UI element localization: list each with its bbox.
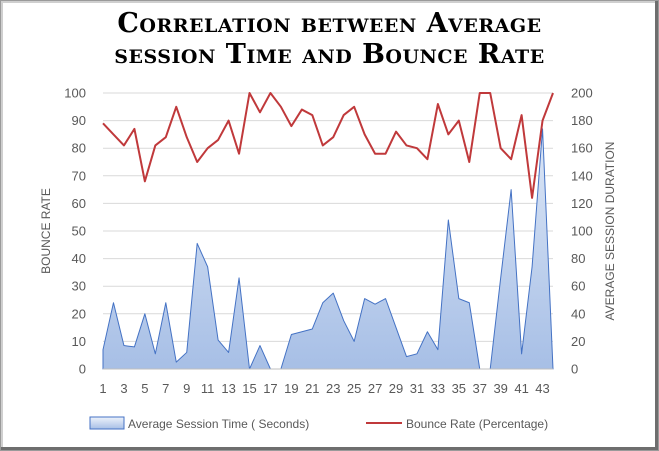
y-tick-label: 100 bbox=[64, 86, 86, 101]
y-axis-title: BOUNCE RATE bbox=[39, 188, 53, 274]
series-line-bounce-rate bbox=[102, 92, 554, 199]
axes: 0 10 20 30 40 50 60 70 80 90 100 0 20 40 60 80 100 120 140… bbox=[64, 86, 592, 397]
y-tick-label: 30 bbox=[72, 279, 86, 294]
x-tick-label: 39 bbox=[493, 381, 507, 396]
legend-swatch-area bbox=[89, 416, 125, 430]
gridlines bbox=[103, 92, 553, 342]
x-tick-label: 5 bbox=[141, 381, 148, 396]
x-tick-label: 25 bbox=[347, 381, 361, 396]
x-tick-label: 41 bbox=[514, 381, 528, 396]
y2-tick-label: 0 bbox=[571, 362, 578, 377]
y-tick-label: 70 bbox=[72, 168, 86, 183]
y2-tick-label: 60 bbox=[571, 279, 585, 294]
x-tick-label: 11 bbox=[201, 381, 215, 396]
y2-tick-label: 40 bbox=[571, 306, 585, 321]
y2-tick-label: 120 bbox=[571, 196, 593, 211]
y-tick-label: 40 bbox=[72, 251, 86, 266]
y-tick-label: 0 bbox=[79, 362, 86, 377]
legend-label-line: Bounce Rate (Percentage) bbox=[406, 417, 548, 431]
x-tick-label: 15 bbox=[242, 381, 256, 396]
x-tick-label: 35 bbox=[452, 381, 466, 396]
x-tick-label: 21 bbox=[305, 381, 319, 396]
y2-tick-label: 180 bbox=[571, 113, 593, 128]
x-tick-label: 9 bbox=[183, 381, 190, 396]
x-tick-label: 29 bbox=[389, 381, 403, 396]
x-tick-label: 31 bbox=[410, 381, 424, 396]
legend: Average Session Time ( Seconds) Bounce R… bbox=[89, 416, 548, 431]
x-tick-label: 19 bbox=[284, 381, 298, 396]
y2-tick-label: 80 bbox=[571, 251, 585, 266]
y2-tick-label: 20 bbox=[571, 334, 585, 349]
x-tick-label: 23 bbox=[326, 381, 340, 396]
x-tick-label: 17 bbox=[263, 381, 277, 396]
y-tick-label: 90 bbox=[72, 113, 86, 128]
x-tick-label: 43 bbox=[535, 381, 549, 396]
y2-tick-label: 140 bbox=[571, 168, 593, 183]
y-tick-label: 10 bbox=[72, 334, 86, 349]
series-area-session-time bbox=[102, 128, 554, 370]
y-tick-label: 20 bbox=[72, 306, 86, 321]
chart-title-line-2: session Time and Bounce Rate bbox=[114, 39, 545, 70]
y-tick-label: 50 bbox=[72, 224, 86, 239]
x-tick-label: 33 bbox=[431, 381, 445, 396]
chart-title-line-1: Correlation between Average bbox=[117, 8, 542, 39]
y2-tick-label: 160 bbox=[571, 141, 593, 156]
y-tick-label: 60 bbox=[72, 196, 86, 211]
x-tick-label: 7 bbox=[162, 381, 169, 396]
y2-axis-title: AVERAGE SESSION DURATION bbox=[603, 142, 617, 321]
chart-title: Correlation between Average session Time… bbox=[0, 8, 659, 70]
y-tick-label: 80 bbox=[72, 141, 86, 156]
x-tick-label: 27 bbox=[368, 381, 382, 396]
x-tick-label: 1 bbox=[99, 381, 106, 396]
y2-tick-label: 100 bbox=[571, 224, 593, 239]
x-tick-label: 3 bbox=[120, 381, 127, 396]
legend-label-area: Average Session Time ( Seconds) bbox=[128, 417, 309, 431]
y2-tick-label: 200 bbox=[571, 86, 593, 101]
x-tick-label: 37 bbox=[473, 381, 487, 396]
x-tick-label: 13 bbox=[221, 381, 235, 396]
